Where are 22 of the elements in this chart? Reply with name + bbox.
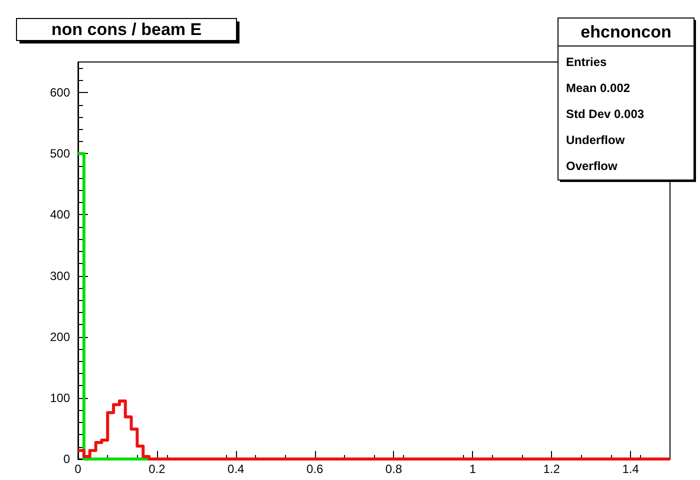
y-tick-label: 300 (50, 268, 70, 283)
y-tick-label: 200 (50, 330, 70, 344)
annotation: Underflow (566, 133, 626, 147)
x-tick-label: 0.4 (228, 462, 245, 476)
text: ehcnoncon (580, 22, 672, 42)
x-tick-label: 0 (74, 462, 82, 476)
annotation: Entries (566, 55, 608, 69)
y-tick-label: 100 (50, 390, 70, 405)
y-tick-label: 0 (63, 452, 70, 466)
chart-title: non cons / beam E (51, 20, 202, 39)
annotation: Mean 0.002 (566, 81, 630, 95)
annotation: Overflow (566, 159, 618, 173)
y-tick-label: 600 (50, 86, 70, 100)
x-tick-label: 0.8 (385, 462, 402, 476)
y-tick-label: 400 (50, 208, 70, 222)
x-tick-label: 0.6 (306, 462, 324, 476)
annotation: Std Dev 0.003 (566, 107, 644, 121)
x-tick-label: 0.2 (148, 462, 166, 476)
x-tick-label: 1 (469, 462, 476, 476)
x-tick-label: 1.2 (543, 462, 560, 476)
y-tick-label: 500 (50, 146, 70, 161)
x-tick-label: 1.4 (622, 462, 640, 476)
